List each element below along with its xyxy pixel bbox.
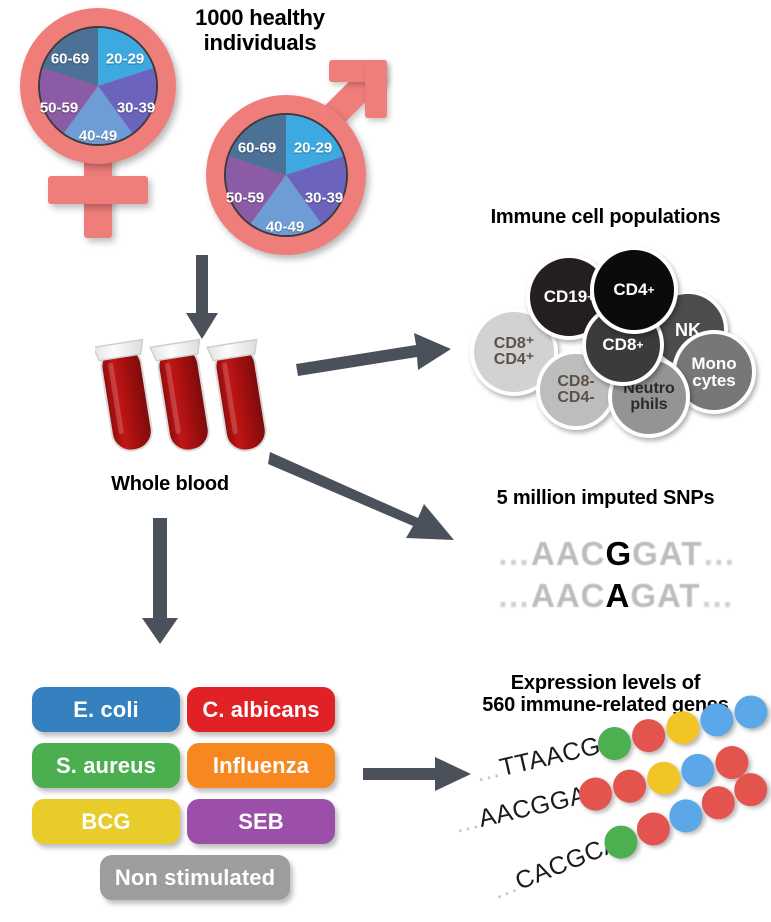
pie-label-40-49: 40-49 — [265, 218, 305, 236]
cell-label: Mono cytes — [691, 353, 737, 390]
snp-suffix-dots: … — [702, 535, 737, 572]
cell-superscript: + — [636, 337, 644, 352]
snp-sequence-row-2: …AACAGAT… — [497, 577, 735, 615]
stimulation-box-influenza[interactable]: Influenza — [187, 743, 335, 788]
cell-label: CD4 — [613, 280, 648, 300]
arrow-blood-to-snps — [268, 452, 454, 540]
male-age-pie — [224, 113, 348, 237]
stimulation-label: S. aureus — [56, 752, 156, 778]
blood-tube-group — [95, 338, 267, 452]
pie-label-60-69: 60-69 — [237, 139, 277, 157]
cell-superscript: + — [647, 282, 655, 297]
pie-label-20-29: 20-29 — [293, 139, 333, 157]
male-arrow-head-vertical — [365, 60, 387, 118]
stimulation-label: C. albicans — [202, 696, 320, 722]
stimulation-label: Influenza — [212, 752, 310, 778]
snp-before: AAC — [531, 577, 606, 614]
immune-cell-cluster: CD8⁺ CD4⁺ CD19+ CD4+ NK CD8+ Mono cytes … — [470, 246, 760, 438]
section-title-snps: 5 million imputed SNPs — [496, 487, 715, 509]
expression-strand-group: …TTAACGG …AACGGAT …CACGCAA — [451, 692, 771, 920]
stimulation-label: SEB — [238, 808, 284, 834]
label-whole-blood: Whole blood — [111, 473, 229, 495]
cell-label: CD8 — [602, 335, 637, 355]
female-age-pie — [38, 26, 158, 146]
stimulation-label: E. coli — [73, 696, 139, 722]
stimulation-box-bcg[interactable]: BCG — [32, 799, 180, 844]
gene-bead — [677, 750, 718, 791]
gene-bead — [609, 766, 650, 806]
snp-prefix-dots: … — [497, 577, 531, 614]
pie-label-40-49: 40-49 — [78, 127, 118, 145]
stimulation-label: BCG — [81, 808, 131, 834]
arrow-blood-to-immune-cells — [296, 333, 451, 376]
gene-bead — [643, 758, 684, 799]
pie-label-20-29: 20-29 — [105, 50, 145, 68]
cell-label: Neutro phils — [623, 379, 675, 413]
female-symbol: 20-29 30-39 40-49 50-59 60-69 — [8, 8, 208, 248]
snp-after: GAT — [632, 535, 703, 572]
snp-sequence-row-1: …AACGGAT… — [497, 535, 736, 573]
pie-label-50-59: 50-59 — [39, 99, 79, 117]
arrow-blood-to-stimulations — [142, 518, 178, 644]
page-title-individuals: 1000 healthy individuals — [195, 5, 325, 55]
pie-label-30-39: 30-39 — [304, 189, 344, 207]
snp-after: GAT — [630, 577, 701, 614]
stimulation-box-seb[interactable]: SEB — [187, 799, 335, 844]
section-title-immune-cells: Immune cell populations — [490, 206, 721, 228]
pie-label-50-59: 50-59 — [225, 189, 265, 207]
snp-before: AAC — [531, 535, 606, 572]
stimulation-box-c-albicans[interactable]: C. albicans — [187, 687, 335, 732]
cell-label: CD19 — [543, 287, 588, 307]
snp-suffix-dots: … — [700, 577, 735, 614]
stimulation-label: Non stimulated — [114, 864, 276, 890]
female-crossbar — [48, 176, 148, 204]
snp-prefix-dots: … — [497, 535, 531, 572]
cell-label: CD8- CD4- — [557, 372, 595, 406]
gene-bead — [628, 715, 669, 756]
arrow-individuals-to-blood — [186, 255, 218, 339]
cell-label: CD8⁺ CD4⁺ — [493, 334, 535, 368]
pie-label-60-69: 60-69 — [50, 50, 90, 68]
male-symbol: 20-29 30-39 40-49 50-59 60-69 — [206, 60, 416, 260]
stimulation-box-non-stimulated[interactable]: Non stimulated — [100, 855, 290, 900]
pie-label-30-39: 30-39 — [116, 99, 156, 117]
snp-highlight-allele: G — [605, 535, 633, 572]
stimulation-box-s-aureus[interactable]: S. aureus — [32, 743, 180, 788]
arrow-stimulations-to-expression — [363, 757, 471, 791]
stimulation-box-e-coli[interactable]: E. coli — [32, 687, 180, 732]
snp-highlight-allele: A — [605, 577, 631, 614]
cell-cd4pos: CD4 + — [590, 246, 678, 334]
